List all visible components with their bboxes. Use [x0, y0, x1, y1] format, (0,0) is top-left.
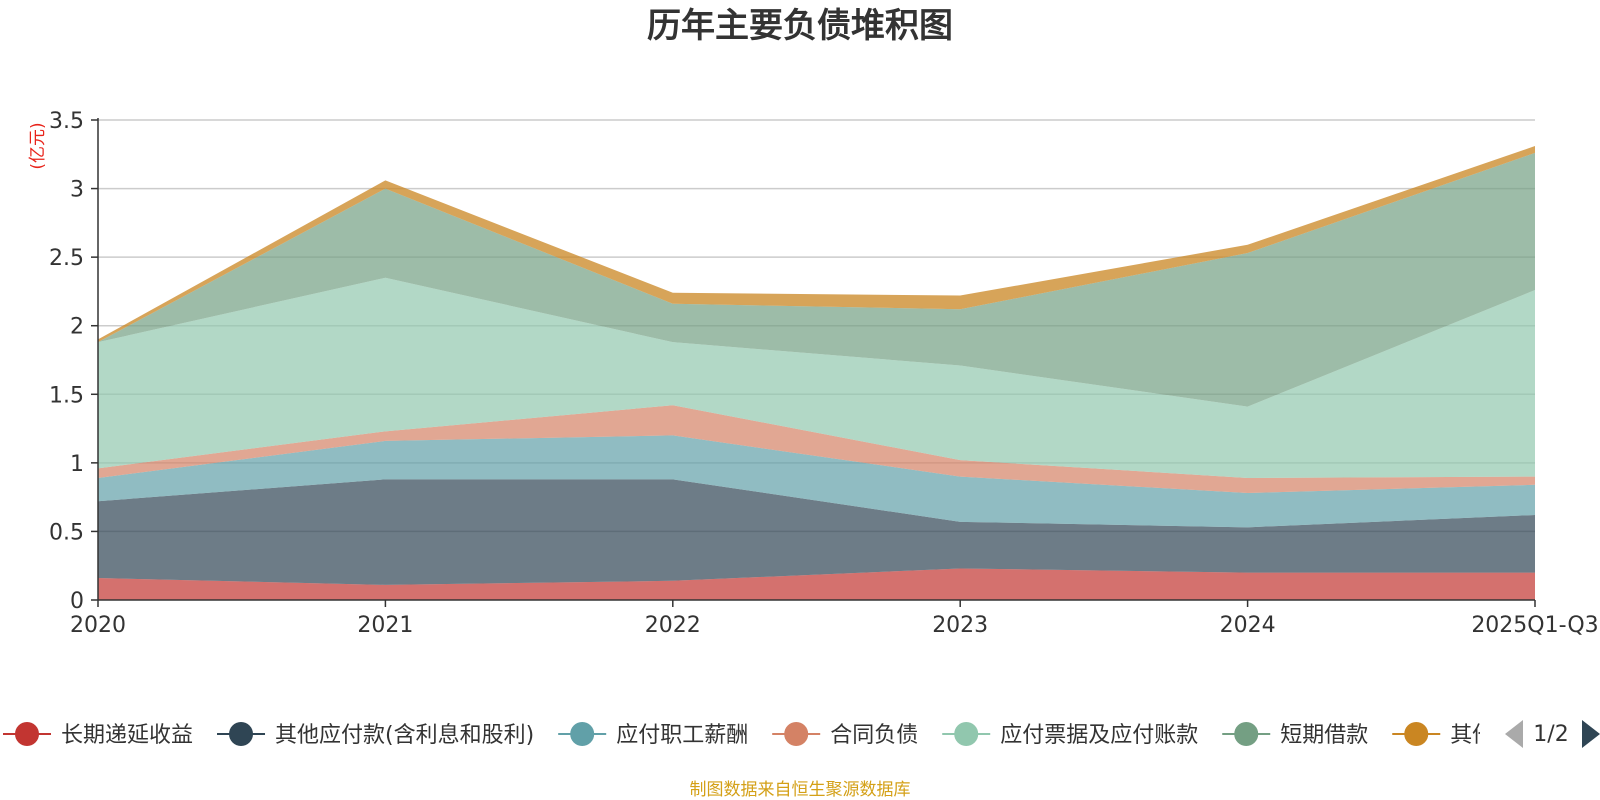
data-source-note: 制图数据来自恒生聚源数据库	[690, 780, 911, 800]
legend-marker	[570, 722, 595, 746]
legend-pager: 1/2	[1505, 720, 1600, 748]
legend-item-2[interactable]: 应付职工薪酬	[558, 722, 748, 748]
legend-item-0[interactable]: 长期递延收益	[3, 722, 193, 748]
legend-label: 应付职工薪酬	[616, 723, 748, 748]
legend-marker	[1404, 722, 1429, 746]
x-tick-label: 2024	[1220, 613, 1276, 638]
axes	[91, 118, 1536, 607]
y-tick-label: 1.5	[49, 383, 84, 408]
legend-item-1[interactable]: 其他应付款(含利息和股利)	[217, 722, 534, 748]
legend: 长期递延收益 其他应付款(含利息和股利) 应付职工薪酬 合同负债 应付票据及应付账款 短期…	[3, 722, 1494, 748]
area-series-2[interactable]	[98, 435, 1535, 528]
chart-title: 历年主要负债堆积图	[647, 6, 953, 46]
y-tick-label: 2.5	[49, 246, 84, 271]
area-series-0[interactable]	[98, 568, 1535, 600]
legend-item-6[interactable]: 其他	[1392, 722, 1494, 748]
y-tick-label: 0	[70, 589, 84, 614]
x-tick-label: 2023	[932, 613, 988, 638]
legend-item-3[interactable]: 合同负债	[772, 722, 918, 748]
y-tick-label: 2	[70, 315, 84, 340]
legend-label: 其他应付款(含利息和股利)	[275, 723, 534, 748]
legend-marker	[784, 722, 809, 746]
legend-label: 短期借款	[1280, 723, 1368, 748]
area-series-3[interactable]	[98, 405, 1535, 494]
legend-marker	[229, 722, 254, 746]
x-tick-label: 2025Q1-Q3	[1471, 613, 1598, 638]
y-tick-labels: 0 0.5 1 1.5 2 2.5 3 3.5	[49, 109, 84, 614]
legend-item-5[interactable]: 短期借款	[1222, 722, 1368, 748]
legend-marker	[1234, 722, 1259, 746]
legend-label: 长期递延收益	[61, 723, 193, 748]
area-series-4[interactable]	[98, 277, 1535, 478]
legend-page-indicator: 1/2	[1533, 722, 1568, 747]
x-tick-labels: 2020 2021 2022 2023 2024 2025Q1-Q3	[70, 613, 1599, 638]
y-tick-label: 3.5	[49, 109, 84, 134]
legend-label: 其他	[1450, 723, 1494, 748]
area-series-5[interactable]	[98, 152, 1535, 407]
legend-item-4[interactable]: 应付票据及应付账款	[942, 722, 1198, 748]
y-tick-label: 0.5	[49, 520, 84, 545]
legend-prev-arrow-icon[interactable]	[1505, 720, 1523, 748]
legend-label: 合同负债	[830, 723, 918, 748]
stacked-areas	[98, 146, 1535, 600]
legend-marker	[954, 722, 979, 746]
y-tick-label: 3	[70, 178, 84, 203]
legend-next-arrow-icon[interactable]	[1582, 720, 1600, 748]
legend-marker	[15, 722, 39, 746]
legend-label: 应付票据及应付账款	[1000, 723, 1198, 748]
y-axis-unit-label: (亿元)	[28, 122, 48, 169]
x-tick-label: 2022	[645, 613, 701, 638]
x-tick-label: 2021	[357, 613, 413, 638]
area-series-6[interactable]	[98, 146, 1535, 343]
x-tick-label: 2020	[70, 613, 126, 638]
area-series-1[interactable]	[98, 479, 1535, 585]
y-tick-label: 1	[70, 452, 84, 477]
